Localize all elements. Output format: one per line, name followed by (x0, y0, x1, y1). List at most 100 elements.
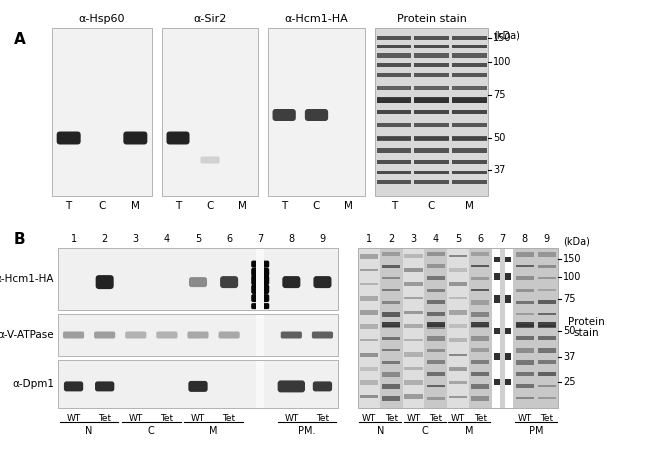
Bar (426, 276, 445, 280)
Text: 9: 9 (544, 234, 550, 244)
FancyBboxPatch shape (312, 332, 333, 338)
Bar (515, 324, 534, 328)
Bar (515, 336, 534, 340)
Bar (256, 249, 264, 310)
Text: α-Dpm1: α-Dpm1 (12, 379, 54, 389)
Bar (414, 123, 449, 127)
Text: C: C (313, 201, 320, 211)
Bar (447, 249, 469, 408)
Bar (382, 325, 400, 328)
Bar (452, 53, 486, 58)
Bar (538, 325, 556, 328)
Bar (449, 354, 467, 355)
Bar (404, 324, 422, 328)
Bar (452, 160, 486, 164)
Text: M: M (209, 426, 218, 436)
Bar (515, 289, 534, 292)
Bar (538, 360, 556, 365)
FancyBboxPatch shape (251, 261, 269, 267)
Text: Tet: Tet (98, 414, 111, 423)
Text: α-Hsp60: α-Hsp60 (79, 14, 125, 24)
Bar (414, 44, 449, 48)
Text: stain: stain (573, 328, 599, 338)
Bar (426, 397, 445, 400)
Bar (452, 86, 486, 90)
Bar (538, 289, 556, 291)
Bar (449, 282, 467, 286)
Bar (471, 384, 489, 389)
FancyBboxPatch shape (251, 294, 269, 302)
Bar (376, 53, 411, 58)
Bar (382, 372, 400, 377)
Bar (414, 136, 449, 140)
FancyBboxPatch shape (313, 276, 332, 288)
FancyBboxPatch shape (200, 157, 220, 164)
Bar (52, 28, 152, 196)
Bar (376, 110, 411, 114)
Bar (360, 310, 378, 315)
Bar (376, 44, 411, 48)
Bar (538, 398, 556, 399)
Bar (382, 289, 400, 291)
FancyBboxPatch shape (63, 332, 84, 338)
Text: T: T (281, 201, 287, 211)
Bar (449, 297, 467, 299)
Text: WT: WT (191, 414, 205, 423)
Text: Protein stain: Protein stain (396, 14, 467, 24)
FancyBboxPatch shape (251, 275, 269, 286)
Bar (471, 349, 489, 352)
Text: PM: PM (528, 426, 543, 436)
FancyBboxPatch shape (64, 382, 83, 392)
FancyBboxPatch shape (220, 276, 238, 288)
Bar (426, 252, 445, 256)
Bar (376, 136, 411, 140)
Bar (382, 396, 400, 401)
FancyBboxPatch shape (166, 131, 190, 145)
Text: Tet: Tet (222, 414, 236, 423)
Bar (515, 348, 534, 353)
FancyBboxPatch shape (251, 267, 269, 277)
Bar (58, 248, 338, 310)
Text: M: M (465, 201, 474, 211)
Bar (449, 367, 467, 371)
Text: 4: 4 (164, 234, 170, 244)
Text: 7: 7 (499, 234, 506, 244)
Bar (376, 170, 411, 174)
Bar (515, 252, 534, 257)
Bar (376, 63, 411, 67)
FancyBboxPatch shape (272, 109, 296, 121)
Bar (471, 372, 489, 376)
Bar (360, 380, 378, 385)
FancyBboxPatch shape (218, 332, 240, 338)
Bar (515, 322, 534, 327)
Text: (kDa): (kDa) (563, 236, 590, 246)
Text: 3: 3 (411, 234, 417, 244)
Bar (449, 396, 467, 398)
Bar (426, 264, 445, 268)
Bar (376, 98, 411, 103)
Bar (538, 372, 556, 376)
Text: M: M (131, 201, 140, 211)
Bar (376, 36, 411, 40)
Bar (376, 136, 411, 141)
Bar (538, 348, 556, 353)
Bar (452, 136, 486, 141)
Text: 3: 3 (133, 234, 139, 244)
Bar (426, 349, 445, 352)
Text: C: C (148, 426, 155, 436)
Bar (404, 380, 422, 385)
Text: WT: WT (406, 414, 421, 423)
Bar (426, 289, 445, 292)
Bar (500, 249, 505, 408)
Bar (452, 170, 486, 174)
Text: M: M (465, 426, 473, 436)
Text: 2: 2 (101, 234, 108, 244)
FancyBboxPatch shape (57, 131, 81, 145)
Bar (382, 337, 400, 340)
Text: C: C (428, 201, 436, 211)
Text: 50: 50 (493, 133, 506, 143)
Bar (382, 322, 400, 327)
Bar (376, 180, 411, 184)
Bar (404, 311, 422, 314)
Text: N: N (376, 426, 384, 436)
